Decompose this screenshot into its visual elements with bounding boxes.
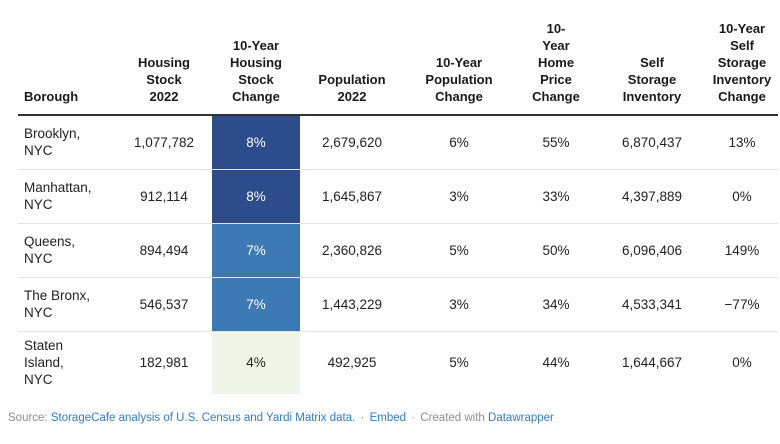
cell-home-price-change: 34% xyxy=(514,276,598,331)
table-header-row: Borough Housing Stock 2022 10-Year Housi… xyxy=(18,12,778,116)
source-label: Source: xyxy=(8,412,48,424)
cell-population-change: 3% xyxy=(404,168,514,223)
cell-storage-inventory: 4,533,341 xyxy=(598,276,706,331)
separator-dot: · xyxy=(411,412,416,424)
attribution-footer: Source: StorageCafe analysis of U.S. Cen… xyxy=(8,411,780,426)
cell-borough: Brooklyn, NYC xyxy=(24,126,81,159)
cell-housing-stock-change: 7% xyxy=(212,222,300,277)
cell-borough: Queens, NYC xyxy=(18,222,116,277)
cell-population-change: 5% xyxy=(404,222,514,277)
cell-housing-stock-change: 8% xyxy=(212,168,300,223)
cell-housing-stock: 894,494 xyxy=(116,222,212,277)
cell-borough: The Bronx, NYC xyxy=(18,276,116,331)
cell-home-price-change: 44% xyxy=(514,330,598,394)
column-header-storage-inventory: Self Storage Inventory xyxy=(598,12,706,116)
borough-data-table: Borough Housing Stock 2022 10-Year Housi… xyxy=(18,12,778,394)
column-header-storage-inventory-change: 10-Year Self Storage Inventory Change xyxy=(706,12,778,116)
cell-population-change: 6% xyxy=(449,134,469,150)
cell-borough: Manhattan, NYC xyxy=(18,168,116,223)
cell-storage-inventory: 6,870,437 xyxy=(621,134,683,150)
cell-population-change: 5% xyxy=(404,330,514,394)
table-row-manhattan: Manhattan, NYC 912,114 8% 1,645,867 3% 3… xyxy=(18,168,778,223)
cell-housing-stock-change: 4% xyxy=(212,330,300,394)
cell-housing-stock-change: 7% xyxy=(212,276,300,331)
separator-dot: · xyxy=(360,412,365,424)
column-header-population-change: 10-Year Population Change xyxy=(404,12,514,116)
cell-housing-stock-change: 8% xyxy=(212,115,300,169)
cell-storage-inventory-change: 0% xyxy=(706,330,778,394)
column-header-housing-stock: Housing Stock 2022 xyxy=(116,12,212,116)
source-link[interactable]: StorageCafe analysis of U.S. Census and … xyxy=(50,412,356,424)
cell-population-change: 3% xyxy=(404,276,514,331)
column-header-housing-stock-change: 10-Year Housing Stock Change xyxy=(212,12,300,116)
cell-borough: Staten Island, NYC xyxy=(18,330,116,394)
column-header-population: Population 2022 xyxy=(300,12,404,116)
cell-population: 2,360,826 xyxy=(300,222,404,277)
cell-population: 1,443,229 xyxy=(300,276,404,331)
cell-storage-inventory: 1,644,667 xyxy=(598,330,706,394)
table-row-staten-island: Staten Island, NYC 182,981 4% 492,925 5%… xyxy=(18,330,778,394)
table-row-queens: Queens, NYC 894,494 7% 2,360,826 5% 50% … xyxy=(18,222,778,277)
cell-storage-inventory-change: −77% xyxy=(706,276,778,331)
cell-home-price-change: 50% xyxy=(514,222,598,277)
cell-storage-inventory-change: 149% xyxy=(706,222,778,277)
cell-housing-stock: 1,077,782 xyxy=(133,134,195,150)
cell-population: 1,645,867 xyxy=(300,168,404,223)
cell-storage-inventory-change: 0% xyxy=(706,168,778,223)
cell-population: 492,925 xyxy=(300,330,404,394)
cell-storage-inventory-change: 13% xyxy=(728,134,756,150)
cell-housing-stock: 182,981 xyxy=(116,330,212,394)
table-row-brooklyn: Brooklyn, NYC 1,077,782 8% 2,679,620 6% … xyxy=(18,115,778,169)
table-row-bronx: The Bronx, NYC 546,537 7% 1,443,229 3% 3… xyxy=(18,276,778,331)
cell-housing-stock: 912,114 xyxy=(116,168,212,223)
cell-home-price-change: 33% xyxy=(514,168,598,223)
cell-storage-inventory: 6,096,406 xyxy=(598,222,706,277)
column-header-home-price-change: 10- Year Home Price Change xyxy=(514,12,598,116)
embed-link[interactable]: Embed xyxy=(369,412,407,424)
datawrapper-link[interactable]: Datawrapper xyxy=(488,412,554,424)
cell-housing-stock: 546,537 xyxy=(116,276,212,331)
column-header-borough: Borough xyxy=(18,12,116,116)
cell-home-price-change: 55% xyxy=(542,134,570,150)
cell-population: 2,679,620 xyxy=(321,134,383,150)
created-with-label: Created with xyxy=(420,412,485,424)
cell-storage-inventory: 4,397,889 xyxy=(598,168,706,223)
